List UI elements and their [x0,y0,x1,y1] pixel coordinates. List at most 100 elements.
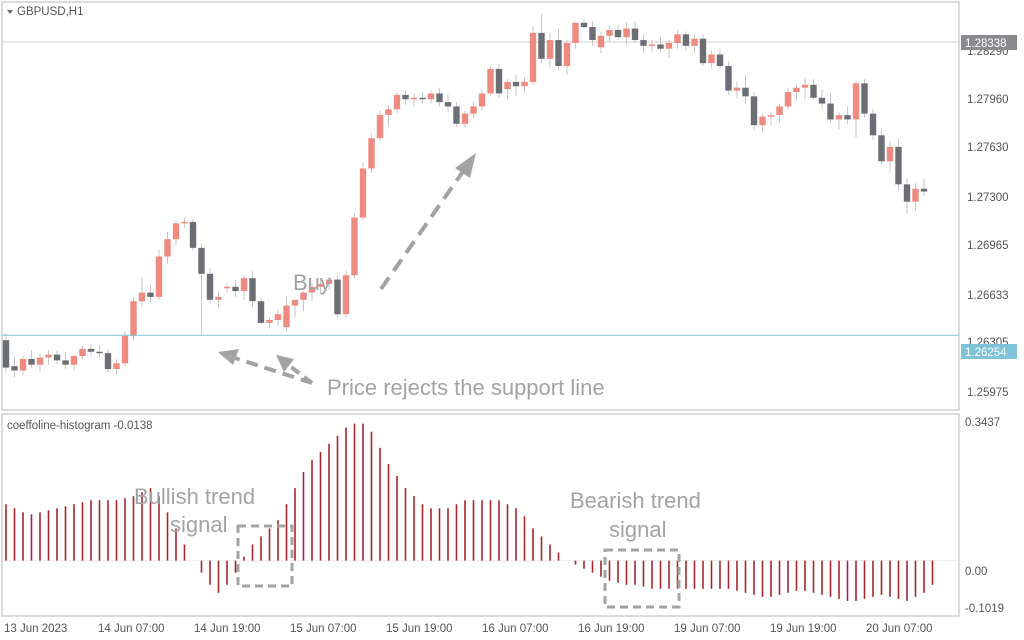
candle [155,249,163,300]
bull-candle-body [45,354,52,358]
bear-candle-body [555,40,562,67]
candle [215,291,222,307]
candle [436,87,443,107]
bull-candle-body [623,28,630,38]
bear-candle-body [495,68,503,94]
candle [759,113,766,133]
support-price-label: 1.26254 [965,347,1007,359]
bear-candle-body [232,286,239,292]
candle [393,92,401,114]
candle [2,332,10,374]
candle [835,112,843,130]
candle [317,279,324,295]
bull-candle-body [181,221,188,224]
histogram-series [2,423,959,601]
bull-candle-body [410,97,418,100]
bear-candle-body [538,32,545,59]
candle [538,14,545,64]
bear-candle-body [742,87,749,97]
buy-arrow-head [455,153,476,178]
price-tick: 1.27960 [967,94,1009,106]
candle [648,40,656,52]
support-arrow-right [285,362,314,385]
bull-candle-body [793,87,800,93]
bull-candle-body [155,256,163,297]
bull-candle-body [606,29,613,36]
buy-annotation: Buy [293,270,331,295]
bullish-annotation-line1: Bullish trend [134,484,255,509]
candle [563,40,571,75]
bull-candle-body [852,83,860,120]
bear-candle-body [96,351,103,354]
candle [130,296,137,341]
bear-candle-body [682,34,690,46]
bull-candle-body [597,35,605,48]
candle [164,231,171,264]
bull-candle-body [733,87,741,91]
candle [257,298,265,325]
candle [597,31,605,54]
bull-candle-body [351,217,358,276]
bear-candle-body [589,27,596,41]
bull-candle-body [665,42,673,49]
indicator-tick: -0.1019 [965,603,1004,615]
candle [495,64,503,98]
candle [861,79,868,118]
candle [512,74,520,97]
candle [402,90,409,105]
candle [869,109,877,140]
candle [444,94,452,113]
bear-candle-body [334,279,341,315]
bull-candle-body [759,116,766,126]
indicator-panel-frame [1,413,960,617]
time-tick: 20 Jun 07:00 [866,623,933,635]
indicator-tick: 0.00 [965,566,987,578]
bull-candle-body [487,68,494,94]
time-tick: 14 Jun 07:00 [98,623,165,635]
candle [419,92,426,104]
bull-candle-body [274,314,282,320]
bull-candle-body [19,358,27,371]
bull-candle-body [121,335,129,364]
bullish-annotation-line2: signal [170,512,227,537]
time-tick: 19 Jun 19:00 [770,623,837,635]
bull-candle-body [325,279,333,284]
candle [198,243,205,335]
symbol-label[interactable]: GBPUSD,H1 [17,6,83,18]
bull-candle-body [308,286,316,293]
candle [342,270,350,318]
buy-arrow [379,168,466,291]
bull-candle-body [504,81,511,90]
bull-candle-body [223,286,231,289]
bull-candle-body [393,94,401,110]
candle [784,87,792,110]
candle [45,350,52,365]
bear-candle-body [62,360,69,365]
bear-candle-body [903,184,911,202]
support-arrow-left [231,355,313,385]
bear-candle-body [249,278,256,302]
bull-candle-body [546,40,554,59]
bear-candle-body [198,247,205,274]
bear-candle-body [419,97,426,100]
bear-candle-body [827,103,834,120]
price-tick: 1.25975 [967,387,1009,399]
time-tick: 16 Jun 07:00 [482,623,549,635]
bear-candle-body [444,102,452,107]
bull-candle-body [240,278,248,292]
bear-candle-body [725,66,732,91]
candle [385,105,392,127]
bear-candle-body [206,273,214,300]
bull-candle-body [784,92,792,107]
candle [376,110,384,142]
bear-candle-body [512,81,520,87]
bear-candle-body [257,301,265,323]
price-tick: 1.26965 [967,240,1009,252]
candle [28,350,35,368]
bull-candle-body [835,115,843,120]
candle [699,34,707,67]
symbol-dropdown-icon[interactable] [7,10,13,14]
bull-candle-body [79,348,86,357]
bull-candle-body [172,223,180,240]
